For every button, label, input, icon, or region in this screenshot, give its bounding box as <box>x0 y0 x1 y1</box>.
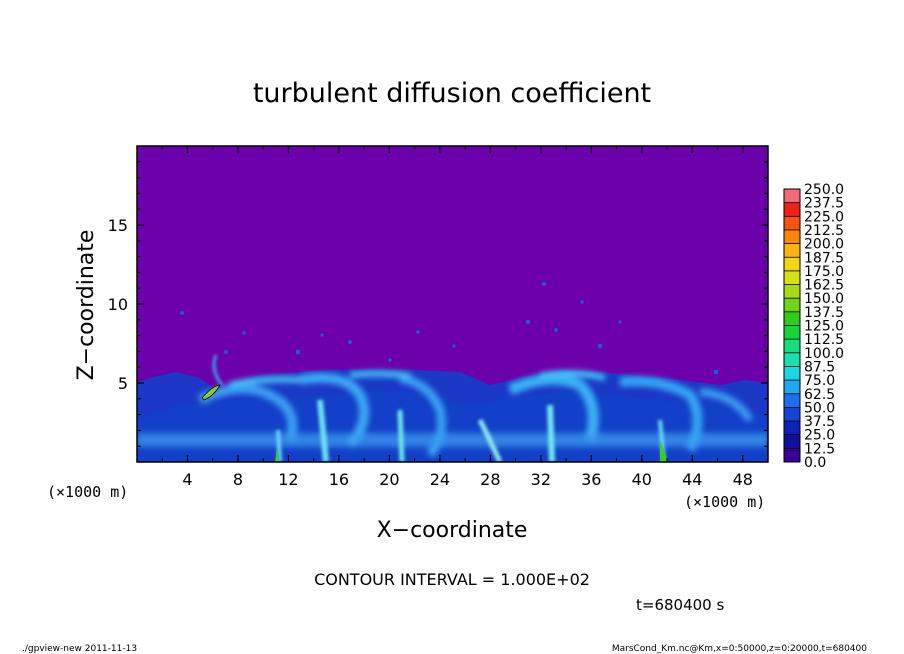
y-axis-label: Z−coordinate <box>74 230 99 381</box>
colorbar-swatch <box>784 311 800 326</box>
colorbar-label: 37.5 <box>804 414 835 430</box>
x-tick-label: 40 <box>632 470 652 489</box>
colorbar-label: 112.5 <box>804 332 844 348</box>
colorbar-label: 62.5 <box>804 387 835 403</box>
colorbar-swatch <box>784 366 800 381</box>
x-axis-label: X−coordinate <box>377 518 528 543</box>
colorbar-label: 250.0 <box>804 182 844 198</box>
x-tick-label: 4 <box>182 470 192 489</box>
colorbar-swatch <box>784 229 800 244</box>
colorbar-label: 12.5 <box>804 441 835 457</box>
colorbar-label: 87.5 <box>804 359 835 375</box>
colorbar-swatch <box>784 434 800 449</box>
colorbar-label: 150.0 <box>804 291 844 307</box>
colorbar-swatch <box>784 189 800 204</box>
contour-interval-label: CONTOUR INTERVAL = 1.000E+02 <box>314 570 590 589</box>
colorbar-label: 187.5 <box>804 250 844 266</box>
colorbar-label: 25.0 <box>804 428 835 444</box>
colorbar-swatch <box>784 202 800 217</box>
green-patch-3 <box>275 448 279 462</box>
colorbar-label: 200.0 <box>804 237 844 253</box>
colorbar-swatch <box>784 393 800 408</box>
footer-right: MarsCond_Km.nc@Km,x=0:50000,z=0:20000,t=… <box>612 644 867 654</box>
colorbar-swatch <box>784 216 800 231</box>
colorbar-label: 137.5 <box>804 305 844 321</box>
colorbar-swatch <box>784 284 800 299</box>
x-tick-label: 36 <box>581 470 601 489</box>
colorbar-swatch <box>784 270 800 285</box>
y-tick-label: 10 <box>108 295 128 314</box>
colorbar-swatch <box>784 380 800 395</box>
x-tick-label: 12 <box>278 470 298 489</box>
x-tick-label: 8 <box>233 470 243 489</box>
colorbar-swatch <box>784 407 800 422</box>
x-unit-left: (×1000 m) <box>47 483 128 501</box>
colorbar-swatch <box>784 448 800 463</box>
colorbar-swatch <box>784 243 800 258</box>
speckles <box>180 282 719 375</box>
y-axis-ticks: 5 10 15 <box>108 161 768 447</box>
x-tick-label: 48 <box>733 470 753 489</box>
colorbar-swatch <box>784 352 800 367</box>
colorbar-label: 50.0 <box>804 400 835 416</box>
footer-left: ./gpview-new 2011-11-13 <box>22 644 137 654</box>
x-tick-label: 44 <box>682 470 702 489</box>
colorbar-swatch <box>784 421 800 436</box>
y-tick-label: 5 <box>118 374 128 393</box>
colorbar-swatch <box>784 298 800 313</box>
x-tick-label: 16 <box>329 470 349 489</box>
x-axis-ticks: 4 8 12 16 20 24 28 32 36 40 44 48 <box>161 146 753 489</box>
chart-title: turbulent diffusion coefficient <box>253 78 651 109</box>
green-patch <box>201 384 221 401</box>
colorbar-label: 237.5 <box>804 196 844 212</box>
colorbar-swatch <box>784 339 800 354</box>
colorbar-label: 175.0 <box>804 264 844 280</box>
x-unit-right: (×1000 m) <box>684 493 765 511</box>
plot-area <box>137 146 768 462</box>
colorbar-label: 125.0 <box>804 319 844 335</box>
colorbar-label: 212.5 <box>804 223 844 239</box>
turbulent-layer <box>137 282 768 462</box>
x-tick-label: 28 <box>480 470 500 489</box>
colorbar-label: 75.0 <box>804 373 835 389</box>
colorbar-swatch <box>784 325 800 340</box>
colorbar-label: 162.5 <box>804 278 844 294</box>
green-patch-2 <box>660 440 668 462</box>
x-tick-label: 24 <box>430 470 450 489</box>
plumes <box>212 354 666 462</box>
colorbar-label: 100.0 <box>804 346 844 362</box>
time-label: t=680400 s <box>636 596 724 614</box>
colorbar: 0.012.525.037.550.062.575.087.5100.0112.… <box>783 182 844 471</box>
colorbar-label: 225.0 <box>804 209 844 225</box>
y-tick-label: 15 <box>108 216 128 235</box>
x-tick-label: 32 <box>531 470 551 489</box>
colorbar-swatch <box>784 257 800 272</box>
x-tick-label: 20 <box>379 470 399 489</box>
colorbar-label: 0.0 <box>804 455 826 471</box>
